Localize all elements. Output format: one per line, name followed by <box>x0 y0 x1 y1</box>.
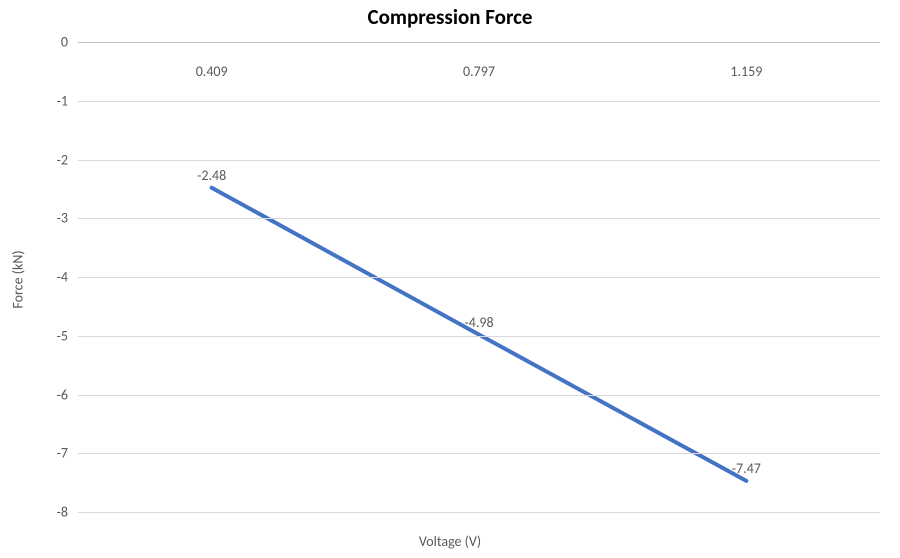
grid-line <box>78 336 880 337</box>
grid-line <box>78 160 880 161</box>
y-tick-label: -5 <box>57 327 78 344</box>
y-tick-label: -8 <box>57 504 78 521</box>
plot-area: 0-1-2-3-4-5-6-7-80.4090.7971.159-2.48-4.… <box>78 42 880 512</box>
x-category-label: 0.797 <box>463 63 495 80</box>
y-tick-label: 0 <box>61 34 78 51</box>
chart-container: Compression Force Force (kN) Voltage (V)… <box>0 0 900 558</box>
y-axis-label-wrap: Force (kN) <box>6 0 30 558</box>
data-point-label: -7.47 <box>732 460 761 481</box>
y-tick-label: -4 <box>57 269 78 286</box>
grid-line <box>78 101 880 102</box>
grid-line <box>78 218 880 219</box>
y-tick-label: -7 <box>57 445 78 462</box>
y-tick-label: -2 <box>57 151 78 168</box>
data-point-label: -4.98 <box>464 314 493 335</box>
x-category-label: 1.159 <box>730 63 762 80</box>
grid-line <box>78 42 880 43</box>
grid-line <box>78 453 880 454</box>
grid-line <box>78 395 880 396</box>
data-point-label: -2.48 <box>197 167 226 188</box>
grid-line <box>78 512 880 513</box>
y-tick-label: -6 <box>57 386 78 403</box>
y-tick-label: -1 <box>57 92 78 109</box>
y-axis-label: Force (kN) <box>10 250 27 308</box>
grid-line <box>78 277 880 278</box>
chart-title: Compression Force <box>0 4 900 30</box>
x-axis-label: Voltage (V) <box>0 533 900 550</box>
x-category-label: 0.409 <box>196 63 228 80</box>
y-tick-label: -3 <box>57 210 78 227</box>
